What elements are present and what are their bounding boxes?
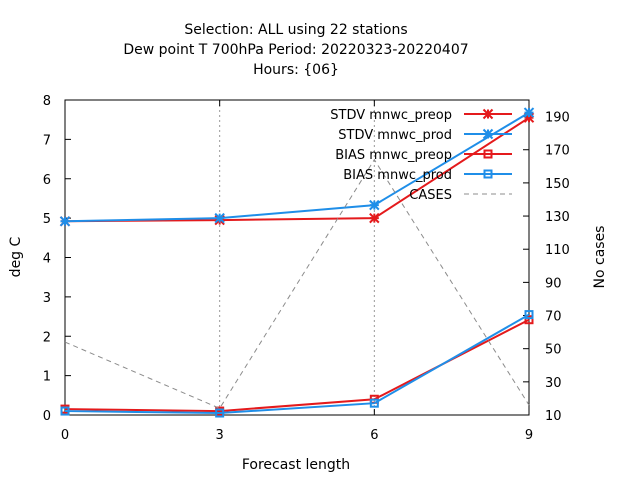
data-point <box>60 406 70 416</box>
x-tick-label: 6 <box>370 428 378 443</box>
data-point-stroke <box>482 128 494 140</box>
data-point <box>482 108 494 120</box>
y2-tick-label: 50 <box>545 343 562 358</box>
y2-tick-label: 190 <box>545 111 570 126</box>
y-tick-label: 2 <box>43 330 51 345</box>
data-point <box>483 149 493 159</box>
y2-tick-label: 90 <box>545 276 562 291</box>
x-tick-label: 3 <box>216 428 224 443</box>
data-point <box>59 216 71 227</box>
y-tick-label: 6 <box>43 173 51 188</box>
legend: STDV mnwc_preop STDV mnwc_prod BIAS mnwc_p… <box>330 108 512 203</box>
data-point <box>369 199 380 211</box>
legend-label: BIAS mnwc_prod <box>343 168 452 183</box>
data-point <box>215 408 225 418</box>
y2-tick-label: 130 <box>545 210 570 225</box>
y-tick-label: 7 <box>43 133 51 148</box>
legend-label: STDV mnwc_prod <box>338 128 452 143</box>
plot-frame <box>64 99 530 416</box>
series-line <box>64 158 530 409</box>
series <box>59 107 535 418</box>
y2-tick-label: 170 <box>545 144 570 159</box>
series-line <box>64 111 530 223</box>
legend-label: STDV mnwc_preop <box>330 108 452 123</box>
chart-title-line: Selection: ALL using 22 stations <box>184 22 407 38</box>
data-point-stroke <box>369 199 380 211</box>
y-tick-label: 1 <box>43 370 51 385</box>
legend-label: CASES <box>409 188 452 203</box>
x-tick-label: 0 <box>61 428 69 443</box>
chart-title-line: Dew point T 700hPa Period: 20220323-2022… <box>123 42 468 58</box>
legend-label: BIAS mnwc_preop <box>335 148 452 163</box>
y2-tick-label: 10 <box>545 409 562 424</box>
data-point <box>214 212 225 224</box>
y2-tick-label: 110 <box>545 243 570 258</box>
data-point <box>483 169 493 179</box>
series-line <box>64 318 530 413</box>
y2-axis-label: No cases <box>592 226 608 289</box>
series-line <box>64 313 530 415</box>
y-tick-label: 0 <box>43 409 51 424</box>
y2-tick-label: 70 <box>545 310 562 325</box>
x-axis-label: Forecast length <box>242 457 350 473</box>
y-tick-label: 4 <box>43 252 51 267</box>
y-tick-label: 8 <box>43 94 51 109</box>
series-line <box>64 116 530 223</box>
y-tick-label: 5 <box>43 212 51 227</box>
data-point <box>369 398 379 408</box>
y-axis: 0 1 2 3 4 5 6 7 8 <box>43 94 71 424</box>
data-point <box>523 107 535 118</box>
y2-tick-label: 150 <box>545 177 570 192</box>
data-point-stroke <box>59 216 71 227</box>
y2-axis: 10 30 50 70 90 110 130 150 170 190 <box>523 111 570 424</box>
data-point <box>524 310 534 320</box>
chart-title: Selection: ALL using 22 stations Dew poin… <box>123 22 468 78</box>
data-point-stroke <box>214 212 225 224</box>
data-point-stroke <box>369 212 380 224</box>
data-point <box>482 128 494 140</box>
data-point <box>524 315 534 325</box>
data-point <box>369 212 380 224</box>
y-tick-label: 3 <box>43 291 51 306</box>
y2-tick-label: 30 <box>545 376 562 391</box>
data-point-stroke <box>523 107 535 118</box>
chart-title-line: Hours: {06} <box>253 62 339 78</box>
y-axis-label: deg C <box>8 236 24 277</box>
x-tick-label: 9 <box>525 428 533 443</box>
x-axis: 0 3 6 9 <box>61 100 533 443</box>
data-point-stroke <box>482 108 494 120</box>
